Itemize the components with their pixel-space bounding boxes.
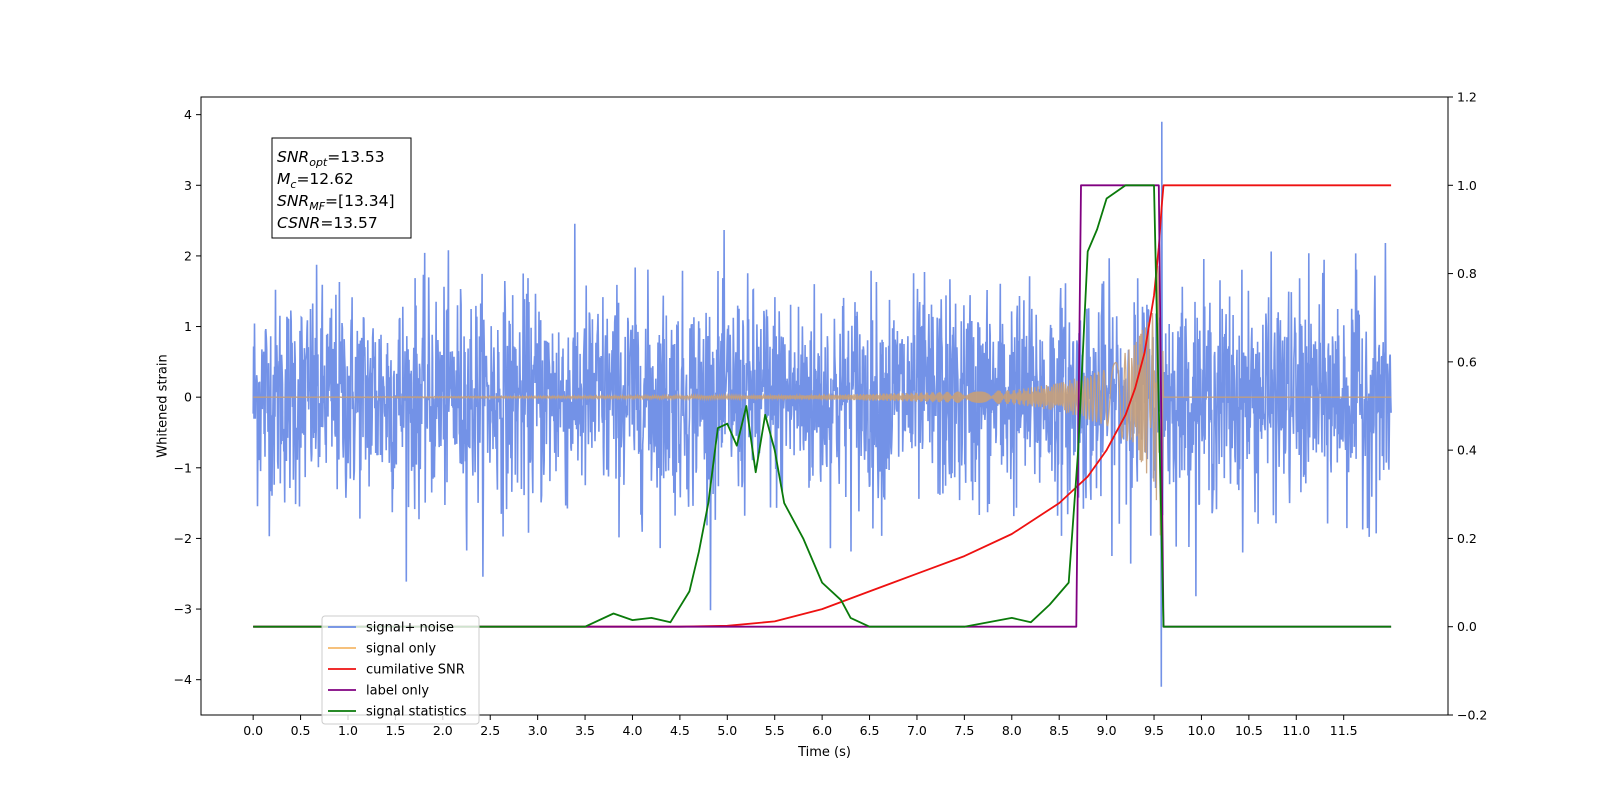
- legend-label: signal only: [366, 642, 436, 657]
- stat-line: SNRMF=[13.34]: [277, 192, 395, 213]
- stat-symbol: CSNR: [277, 214, 320, 232]
- series-cumilative-snr-line: [253, 184, 1392, 628]
- stat-line: Mc=12.62: [277, 170, 354, 191]
- y2-tick-label: 1.2: [1457, 90, 1477, 105]
- x-tick-label: 3.5: [575, 723, 595, 738]
- stat-value: =12.62: [296, 170, 353, 188]
- legend-label: signal+ noise: [366, 621, 454, 636]
- x-tick-label: 9.0: [1097, 723, 1117, 738]
- series-signal-statistics-line: [253, 184, 1392, 628]
- x-tick-label: 7.5: [954, 723, 974, 738]
- y-tick-label: 3: [184, 178, 192, 193]
- y-tick-label: −4: [174, 672, 192, 687]
- y2-tick-label: 0.6: [1457, 354, 1477, 369]
- stat-subscript: c: [290, 178, 296, 191]
- series-signal-only-line: [253, 265, 1392, 536]
- y2-tick-label: 1.0: [1457, 178, 1477, 193]
- stat-symbol: SNR: [277, 148, 309, 166]
- stat-subscript: MF: [309, 200, 325, 213]
- stat-value: =[13.34]: [325, 192, 394, 210]
- stat-symbol: SNR: [277, 192, 309, 210]
- y2-tick-label: −0.2: [1457, 708, 1487, 723]
- stat-symbol: M: [277, 170, 290, 188]
- plot-area: [252, 121, 1392, 687]
- x-tick-label: 8.0: [1002, 723, 1022, 738]
- x-tick-label: 10.0: [1188, 723, 1216, 738]
- x-tick-label: 1.0: [338, 723, 358, 738]
- y-axis-left: 4 3 2 1 0 −1 −2 −3 −4: [174, 107, 201, 687]
- axes-frame: [200, 96, 1449, 716]
- x-tick-label: 2.5: [480, 723, 500, 738]
- x-tick-label: 0.5: [291, 723, 311, 738]
- x-tick-label: 10.5: [1235, 723, 1263, 738]
- stat-subscript: opt: [309, 156, 328, 169]
- y-tick-label: 1: [184, 319, 192, 334]
- x-tick-label: 3.0: [528, 723, 548, 738]
- x-tick-label: 8.5: [1049, 723, 1069, 738]
- x-tick-label: 11.0: [1282, 723, 1310, 738]
- x-tick-label: 4.0: [623, 723, 643, 738]
- stat-line: CSNR=13.57: [277, 214, 378, 232]
- x-tick-label: 11.5: [1330, 723, 1358, 738]
- x-tick-label: 6.0: [812, 723, 832, 738]
- legend-label: signal statistics: [366, 705, 467, 720]
- y-axis-title: Whitened strain: [156, 354, 171, 457]
- legend-label: cumilative SNR: [366, 663, 465, 678]
- x-tick-label: 5.5: [765, 723, 785, 738]
- stats-box-frame: [271, 137, 412, 239]
- x-tick-label: 5.0: [717, 723, 737, 738]
- x-axis-title: Time (s): [797, 745, 851, 760]
- stat-value: =13.57: [320, 214, 377, 232]
- stat-line: SNRopt=13.53: [277, 148, 385, 169]
- y-tick-label: −2: [174, 531, 192, 546]
- y-tick-label: −1: [174, 460, 192, 475]
- y-tick-label: 4: [184, 107, 192, 122]
- x-tick-label: 1.5: [385, 723, 405, 738]
- x-tick-label: 2.0: [433, 723, 453, 738]
- legend: signal+ noise signal only cumilative SNR la…: [321, 615, 480, 725]
- y-tick-label: 0: [184, 390, 192, 405]
- y-tick-label: 2: [184, 248, 192, 263]
- series-signal-noise-line: [252, 121, 1392, 687]
- y2-tick-label: 0.2: [1457, 531, 1477, 546]
- x-axis: 0.0 0.5 1.0 1.5 2.0 2.5 3.0 3.5 4.0 4.5 5.0 5.5 6.0 6…: [243, 715, 1358, 738]
- y2-tick-label: 0.0: [1457, 619, 1477, 634]
- stat-value: =13.53: [327, 148, 384, 166]
- x-tick-label: 6.5: [860, 723, 880, 738]
- x-tick-label: 0.0: [243, 723, 263, 738]
- y2-tick-label: 0.8: [1457, 266, 1477, 281]
- x-tick-label: 7.0: [907, 723, 927, 738]
- x-tick-label: 4.5: [670, 723, 690, 738]
- stats-annotation-box: SNRopt=13.53Mc=12.62SNRMF=[13.34]CSNR=13…: [271, 137, 412, 239]
- legend-label: label only: [366, 684, 429, 699]
- y2-tick-label: 0.4: [1457, 443, 1477, 458]
- y-axis-right: 1.2 1.0 0.8 0.6 0.4 0.2 0.0 −0.2: [1448, 90, 1487, 723]
- y-tick-label: −3: [174, 602, 192, 617]
- legend-frame: [321, 615, 480, 725]
- x-tick-label: 9.5: [1144, 723, 1164, 738]
